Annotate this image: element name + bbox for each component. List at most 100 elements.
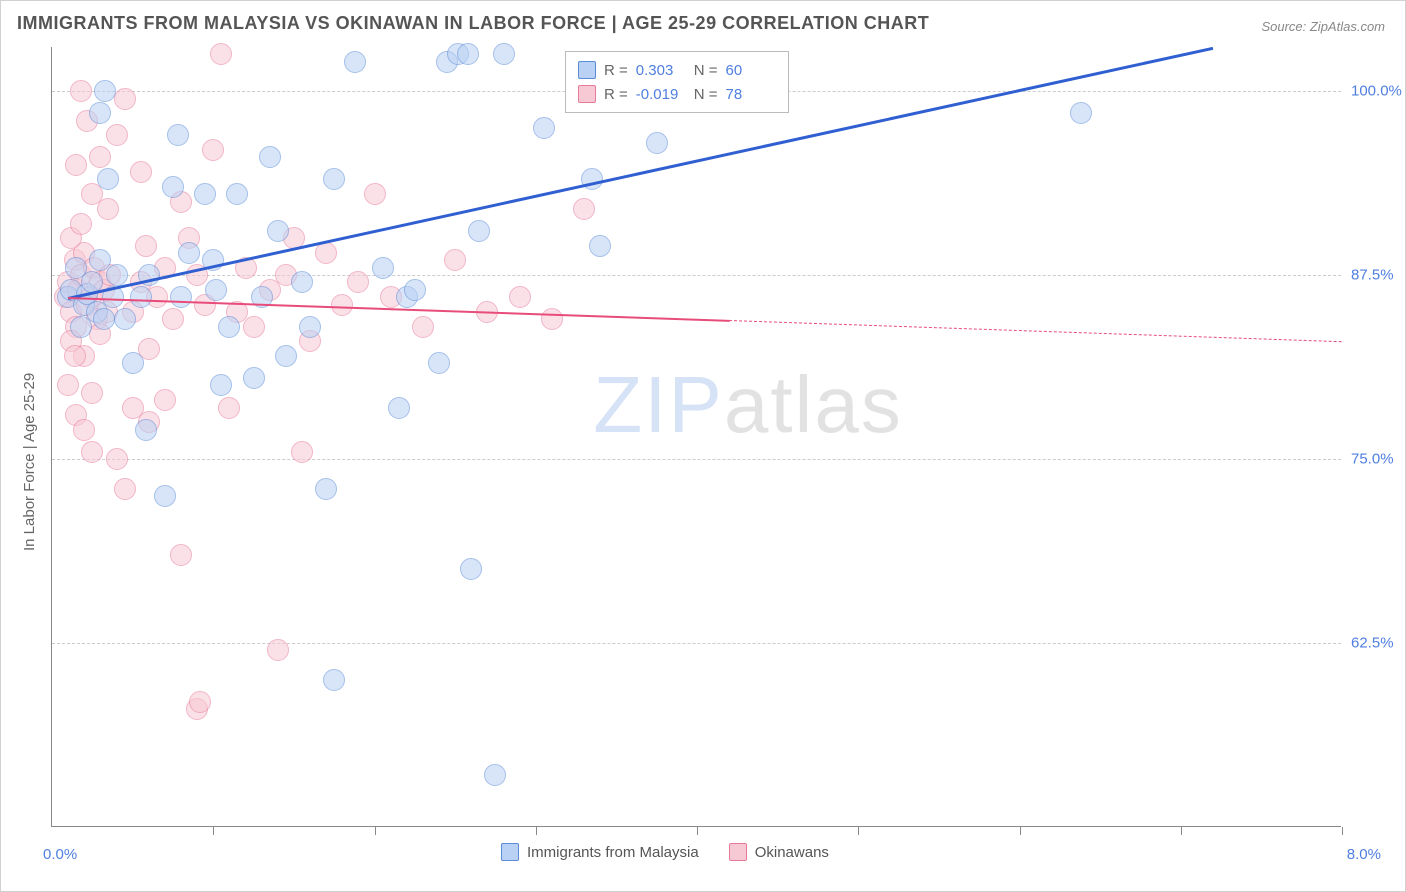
swatch-series2 [578,85,596,103]
data-point [243,316,265,338]
data-point [218,397,240,419]
data-point [299,316,321,338]
data-point [170,286,192,308]
r-value-series2: -0.019 [636,86,686,103]
x-tick-mark [1020,827,1021,835]
data-point [457,43,479,65]
data-point [94,80,116,102]
data-point [315,242,337,264]
data-point [243,367,265,389]
data-point [347,271,369,293]
x-tick-mark [536,827,537,835]
data-point [541,308,563,330]
x-tick-mark [1342,827,1343,835]
data-point [114,308,136,330]
data-point [267,639,289,661]
data-point [428,352,450,374]
data-point [315,478,337,500]
data-point [73,419,95,441]
data-point [323,168,345,190]
chart-container: IMMIGRANTS FROM MALAYSIA VS OKINAWAN IN … [0,0,1406,892]
plot-area: ZIPatlas 62.5%75.0%87.5%100.0% [51,47,1341,827]
source-attribution: Source: ZipAtlas.com [1261,19,1385,34]
data-point [194,183,216,205]
data-point [202,139,224,161]
data-point [135,419,157,441]
data-point [291,271,313,293]
data-point [210,43,232,65]
data-point [170,544,192,566]
data-point [65,154,87,176]
r-value-series1: 0.303 [636,62,686,79]
data-point [509,286,531,308]
data-point [106,264,128,286]
data-point [162,308,184,330]
data-point [130,161,152,183]
data-point [484,764,506,786]
data-point [573,198,595,220]
data-point [275,345,297,367]
data-point [106,124,128,146]
series1-label: Immigrants from Malaysia [527,844,699,861]
data-point [70,213,92,235]
y-tick-label: 87.5% [1341,267,1394,284]
data-point [93,308,115,330]
data-point [81,382,103,404]
chart-title: IMMIGRANTS FROM MALAYSIA VS OKINAWAN IN … [17,13,929,34]
data-point [444,249,466,271]
r-label: R = [604,86,628,103]
data-point [364,183,386,205]
watermark-zip: ZIP [593,360,723,449]
data-point [205,279,227,301]
swatch-series2 [729,843,747,861]
data-point [372,257,394,279]
swatch-series1 [501,843,519,861]
x-tick-mark [1181,827,1182,835]
gridline-h [52,643,1341,644]
data-point [106,448,128,470]
data-point [267,220,289,242]
data-point [122,352,144,374]
data-point [114,88,136,110]
data-point [646,132,668,154]
y-tick-label: 62.5% [1341,635,1394,652]
data-point [589,235,611,257]
x-tick-mark [858,827,859,835]
data-point [70,80,92,102]
data-point [162,176,184,198]
x-tick-mark [697,827,698,835]
n-label: N = [694,62,718,79]
r-label: R = [604,62,628,79]
data-point [323,669,345,691]
data-point [130,286,152,308]
y-tick-label: 75.0% [1341,451,1394,468]
data-point [259,146,281,168]
data-point [493,43,515,65]
series-legend: Immigrants from Malaysia Okinawans [501,843,829,861]
data-point [291,441,313,463]
data-point [81,441,103,463]
data-point [178,242,200,264]
x-min-label: 0.0% [43,846,77,863]
y-tick-label: 100.0% [1341,83,1402,100]
data-point [388,397,410,419]
data-point [97,198,119,220]
data-point [412,316,434,338]
n-value-series2: 78 [726,86,776,103]
data-point [57,374,79,396]
data-point [114,478,136,500]
n-value-series1: 60 [726,62,776,79]
watermark-atlas: atlas [724,360,903,449]
legend-row-series1: R = 0.303 N = 60 [578,58,776,82]
x-tick-mark [213,827,214,835]
data-point [468,220,490,242]
data-point [344,51,366,73]
n-label: N = [694,86,718,103]
data-point [89,146,111,168]
y-axis-label: In Labor Force | Age 25-29 [21,373,38,551]
swatch-series1 [578,61,596,79]
data-point [404,279,426,301]
data-point [226,183,248,205]
x-max-label: 8.0% [1347,846,1381,863]
data-point [154,389,176,411]
